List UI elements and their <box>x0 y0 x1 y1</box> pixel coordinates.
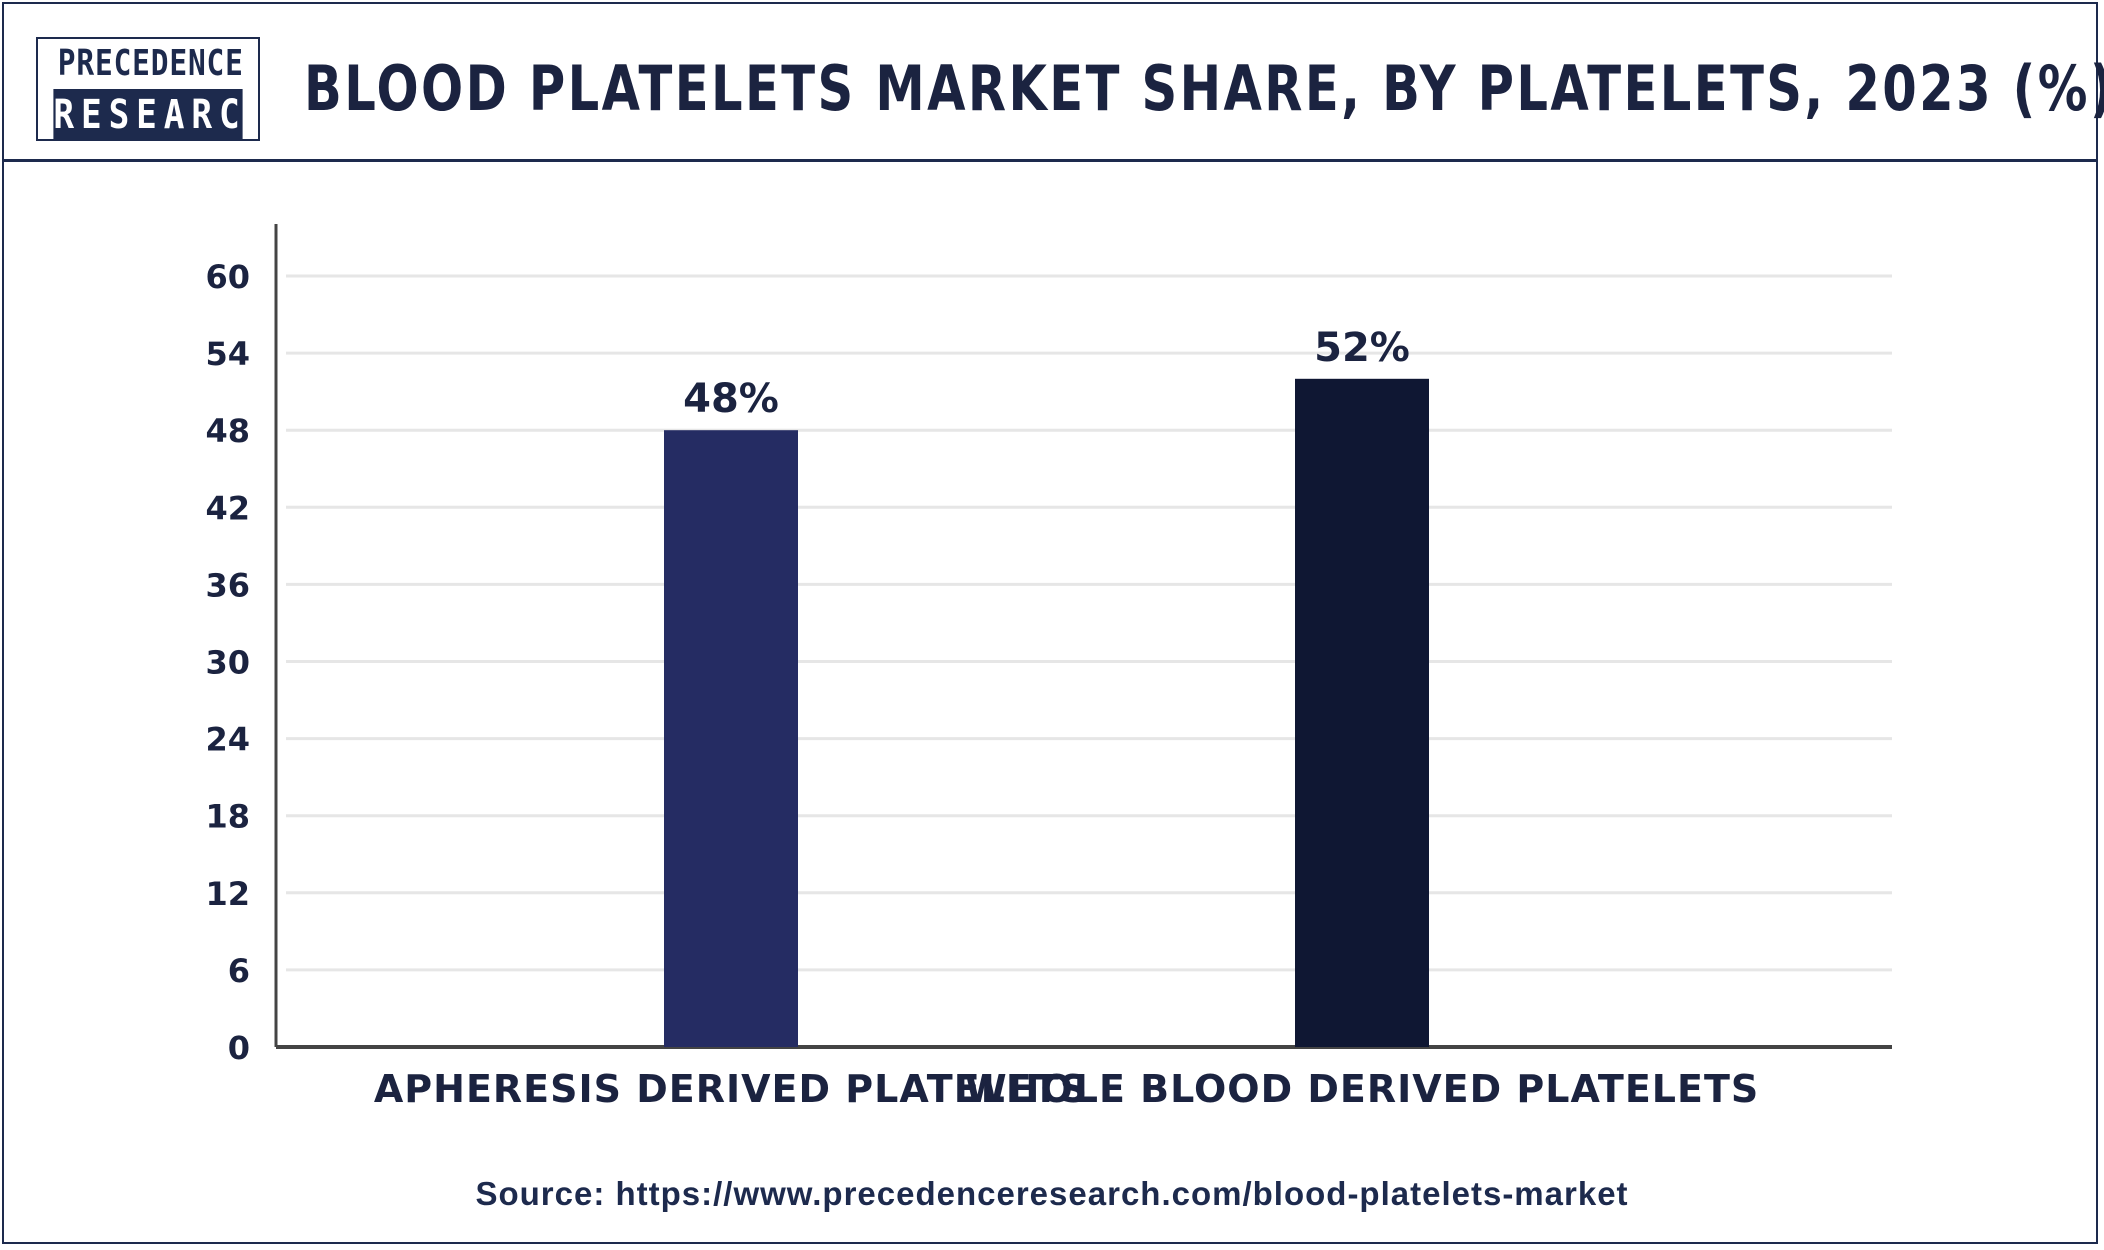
data-label: 48% <box>683 376 779 422</box>
data-label: 52% <box>1314 325 1410 371</box>
logo-line-2: RESEARCH <box>53 89 258 139</box>
x-tick-label: WHOLE BLOOD DERIVED PLATELETS <box>965 1067 1760 1111</box>
y-tick-label: 60 <box>205 258 250 296</box>
header: PRECEDENCE RESEARCH BLOOD PLATELETS MARK… <box>4 4 2104 162</box>
y-tick-label: 36 <box>205 566 250 604</box>
y-tick-label: 48 <box>205 412 250 450</box>
y-tick-label: 42 <box>205 489 250 527</box>
y-tick-label: 30 <box>205 644 250 682</box>
y-tick-label: 0 <box>228 1029 250 1067</box>
y-tick-label: 6 <box>228 952 250 990</box>
source-note: Source: https://www.precedenceresearch.c… <box>475 1175 1629 1212</box>
logo-line-1: PRECEDENCE <box>57 43 244 84</box>
bar <box>1295 378 1429 1047</box>
y-tick-label: 24 <box>205 721 250 759</box>
bar <box>664 430 798 1047</box>
y-tick-label: 18 <box>205 798 250 836</box>
logo: PRECEDENCE RESEARCH <box>36 37 260 141</box>
x-tick-label: APHERESIS DERIVED PLATELETS <box>374 1067 1088 1111</box>
y-tick-label: 12 <box>205 875 250 913</box>
y-tick-label: 54 <box>205 335 250 373</box>
